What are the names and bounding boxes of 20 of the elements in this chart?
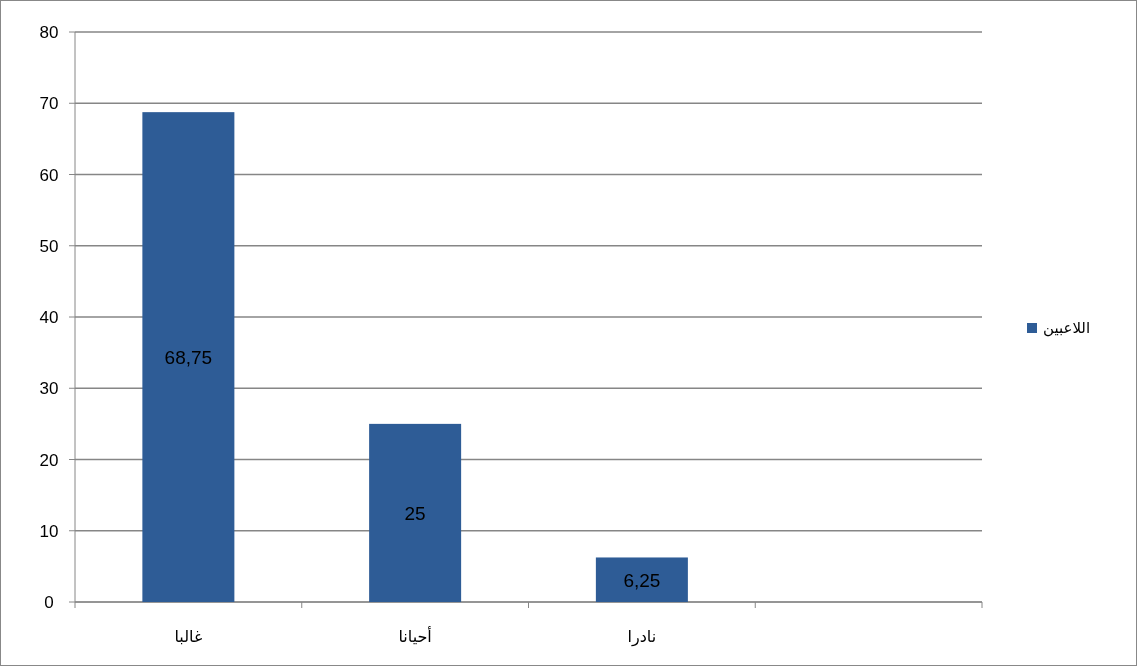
y-tick-label: 10: [39, 521, 59, 541]
bar: [369, 423, 462, 602]
y-tick-label: 20: [39, 450, 59, 470]
y-tick-label: 70: [39, 94, 59, 114]
y-tick-label: 40: [39, 308, 59, 327]
y-tick-label: 60: [39, 165, 59, 185]
data-label: 25: [404, 502, 426, 524]
y-tick-label: 30: [39, 379, 59, 399]
bar: [142, 112, 235, 602]
x-tick-label: غالبا: [174, 627, 203, 646]
data-label: 68,75: [164, 347, 213, 369]
legend: اللاعبين: [1027, 319, 1091, 337]
bar: [595, 557, 688, 602]
x-tick-label: أحيانا: [398, 626, 432, 646]
data-label: 6,25: [623, 569, 661, 591]
x-tick-label: نادرا: [627, 627, 657, 647]
y-tick-label: 50: [39, 236, 59, 256]
y-tick-label: 0: [44, 593, 54, 612]
legend-label: اللاعبين: [1043, 319, 1091, 337]
y-tick-label: 80: [39, 23, 59, 42]
